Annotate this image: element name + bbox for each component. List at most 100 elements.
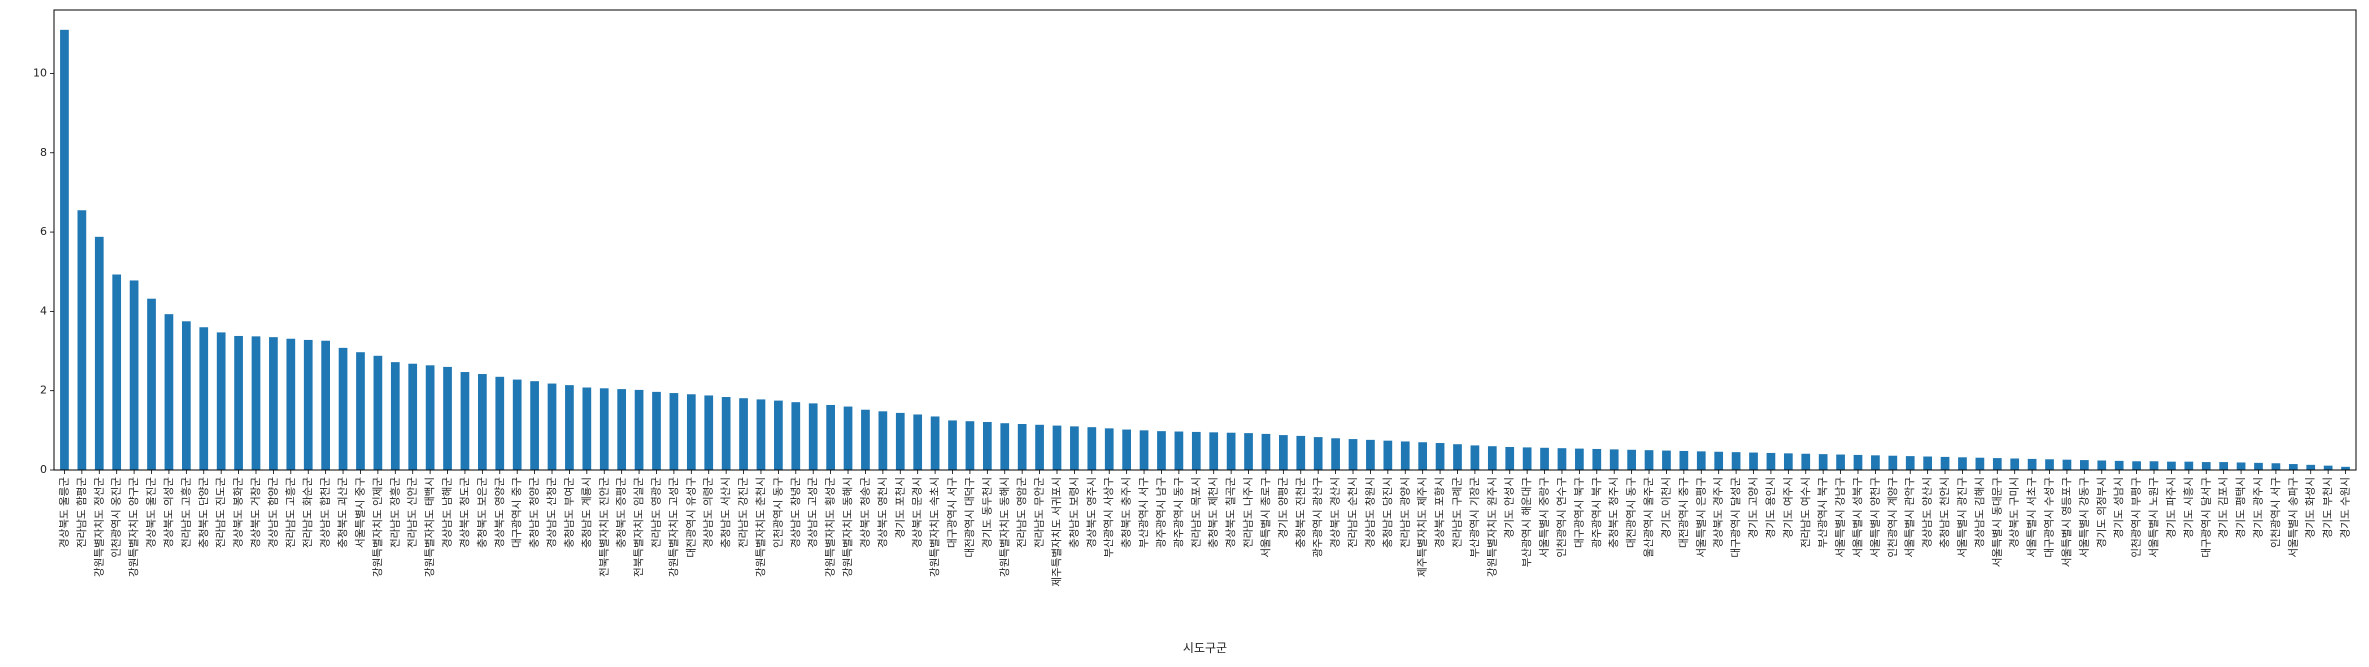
x-tick-label: 전라남도 함평군 xyxy=(76,477,88,548)
bar xyxy=(1644,450,1654,470)
bar xyxy=(1731,452,1741,470)
x-tick-label: 강원특별자치도 동해시 xyxy=(998,477,1011,577)
x-tick-label: 경상북도 문경시 xyxy=(911,477,924,548)
x-tick-label: 경기도 성남시 xyxy=(2112,477,2125,538)
bar xyxy=(2167,461,2176,470)
bar xyxy=(478,374,487,470)
bar xyxy=(1226,432,1236,470)
x-tick-label: 서울특별시 송파구 xyxy=(2287,477,2299,558)
bar xyxy=(303,339,313,470)
x-tick-label: 충청남도 부여군 xyxy=(563,477,575,548)
x-tick-label: 충청북도 제천시 xyxy=(1208,477,1220,548)
bar xyxy=(234,335,243,470)
bar xyxy=(512,379,522,470)
x-tick-label: 제주특별자치도 제주시 xyxy=(1417,477,1429,577)
x-tick-label: 강원특별자치도 고성군 xyxy=(668,477,680,577)
x-tick-label: 서울특별시 양천구 xyxy=(1869,477,1881,558)
x-tick-label: 경상남도 의령군 xyxy=(702,477,715,548)
bar xyxy=(1557,448,1567,470)
bar xyxy=(599,388,609,470)
x-tick-label: 경상북도 봉화군 xyxy=(232,477,245,548)
bar xyxy=(2341,466,2350,470)
bar xyxy=(2045,459,2054,470)
bar xyxy=(1505,447,1515,470)
x-tick-label: 전라남도 진도군 xyxy=(215,477,227,548)
x-tick-label: 강원특별자치도 정선군 xyxy=(93,477,105,577)
bar xyxy=(408,363,418,470)
x-tick-label: 경상북도 포항시 xyxy=(1433,477,1446,548)
x-tick-label: 충청남도 서산시 xyxy=(720,477,732,548)
x-tick-label: 울산광역시 울주군 xyxy=(1643,477,1655,558)
x-tick-label: 전라남도 강진군 xyxy=(738,477,750,548)
x-tick-label: 경기도 부천시 xyxy=(2321,477,2334,538)
x-tick-label: 대구광역시 달서구 xyxy=(2200,477,2212,558)
bar xyxy=(321,340,330,470)
x-tick-label: 강원특별자치도 동해시 xyxy=(841,477,854,577)
x-tick-label: 경상북도 울릉군 xyxy=(57,477,70,548)
bar xyxy=(1905,456,1915,470)
bar xyxy=(1087,427,1097,470)
x-tick-label: 대전광역시 유성구 xyxy=(685,477,697,558)
x-tick-label: 서울특별시 중랑구 xyxy=(1539,477,1551,558)
bar xyxy=(1435,443,1445,470)
x-tick-label: 서울특별시 관악구 xyxy=(1904,477,1916,558)
x-tick-label: 경기도 평택시 xyxy=(2234,477,2247,538)
x-tick-label: 부산광역시 기장군 xyxy=(1469,477,1481,558)
bar xyxy=(2271,463,2281,470)
bar xyxy=(1191,431,1201,470)
x-tick-label: 충청북도 진천군 xyxy=(1295,477,1307,548)
bar xyxy=(1122,429,1131,470)
bar xyxy=(112,274,122,470)
bar xyxy=(1749,452,1758,470)
x-tick-label: 서울특별시 강동구 xyxy=(2078,477,2090,558)
x-tick-label: 경상남도 합천군 xyxy=(319,477,332,548)
x-tick-label: 인천광역시 부평구 xyxy=(2131,477,2143,558)
bars-group xyxy=(60,29,2350,471)
x-tick-label: 서울특별시 종로구 xyxy=(1260,477,1272,558)
x-tick-label: 경기도 여주시 xyxy=(1781,477,1794,538)
x-tick-label: 경상남도 김해시 xyxy=(1973,477,1986,548)
bar xyxy=(216,332,226,470)
x-tick-label: 경기도 이천시 xyxy=(1659,477,1672,538)
bar xyxy=(1609,449,1619,470)
y-tick-label: 8 xyxy=(40,146,47,159)
bar xyxy=(1244,433,1253,470)
x-tick-label: 경상북도 울진군 xyxy=(145,477,158,548)
x-tick-label: 부산광역시 북구 xyxy=(1817,477,1829,548)
x-tick-label: 전라남도 구례군 xyxy=(1451,477,1463,548)
bar xyxy=(1400,441,1410,470)
y-tick-label: 6 xyxy=(40,225,47,238)
x-tick-label: 서울특별시 은평구 xyxy=(1695,477,1707,558)
y-tick-label: 4 xyxy=(40,304,47,317)
bar xyxy=(1540,447,1549,470)
x-tick-label: 경기도 동두천시 xyxy=(980,477,993,548)
x-tick-label: 제주특별자치도 서귀포시 xyxy=(1051,477,1063,587)
bar xyxy=(1139,430,1149,470)
bar xyxy=(1418,442,1428,470)
x-tick-label: 대전광역시 중구 xyxy=(1678,477,1690,548)
x-tick-label: 전라남도 광양시 xyxy=(1399,477,1411,548)
x-tick-label: 서울특별시 광진구 xyxy=(1956,477,1968,558)
y-tick-label: 2 xyxy=(40,384,47,397)
x-tick-label: 경상남도 남해군 xyxy=(441,477,454,548)
x-tick-label: 인천광역시 계양구 xyxy=(1887,477,1899,558)
x-tick-label: 경상북도 경산시 xyxy=(1329,477,1342,548)
bar xyxy=(565,385,574,470)
y-tick-label: 10 xyxy=(33,66,47,79)
bar xyxy=(1627,449,1636,470)
bar xyxy=(861,409,870,470)
x-tick-label: 대구광역시 서구 xyxy=(947,477,959,548)
x-tick-label: 충청남도 청양군 xyxy=(529,477,541,548)
x-tick-label: 강원특별자치도 태백시 xyxy=(424,477,436,577)
bar xyxy=(356,352,365,470)
bar xyxy=(617,389,627,470)
bar xyxy=(774,400,783,470)
bar xyxy=(2288,464,2298,470)
x-tick-label: 대구광역시 달성군 xyxy=(1730,477,1742,558)
x-tick-label: 충청북도 증평군 xyxy=(616,477,628,548)
bar xyxy=(1575,448,1584,470)
bar xyxy=(1157,431,1166,470)
bar xyxy=(1592,448,1602,470)
x-tick-label: 경기도 수원시 xyxy=(2339,477,2352,538)
bar xyxy=(1000,423,1010,470)
